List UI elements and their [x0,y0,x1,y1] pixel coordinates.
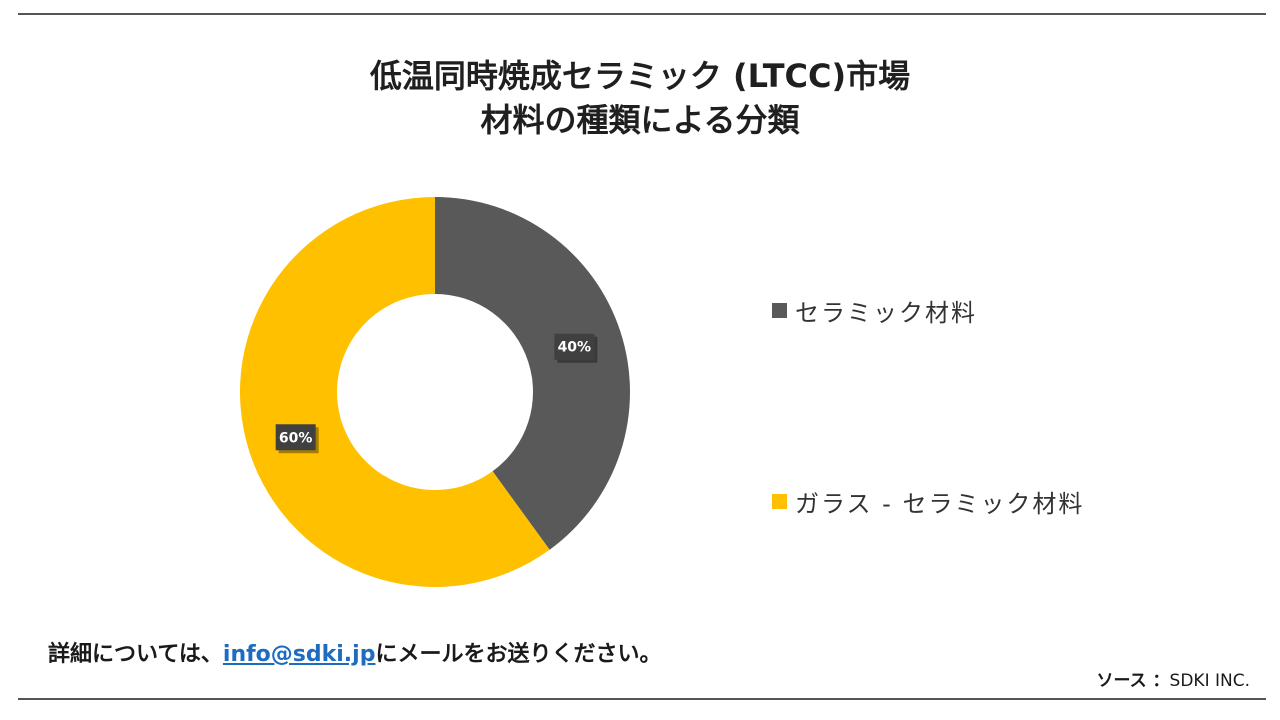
contact-note: 詳細については、info@sdki.jpにメールをお送りください。 [48,636,661,668]
chart-title-line-1: 低温同時焼成セラミック (LTCC)市場 [369,57,911,95]
legend-item-glass-ceramic: ガラス - セラミック材料 [772,484,1084,519]
bottom-rule [18,698,1266,700]
chart-title-line-2: 材料の種類による分類 [480,101,800,139]
source-value: SDKI INC. [1169,671,1250,691]
chart-title: 低温同時焼成セラミック (LTCC)市場 材料の種類による分類 [0,54,1280,142]
data-label-text: 40% [558,340,592,356]
data-label-box [554,333,595,360]
contact-note-suffix: にメールをお送りください。 [375,642,662,667]
data-label-ceramic: 40% [554,333,598,363]
data-label-glass-ceramic: 60% [275,424,319,454]
legend-swatch-glass-ceramic [772,494,787,509]
donut-slice-ceramic [435,197,631,550]
source-label: ソース ： [1096,671,1170,691]
top-rule [18,13,1266,15]
legend-item-ceramic: セラミック材料 [772,293,977,328]
legend-swatch-ceramic [772,303,787,318]
contact-email-link[interactable]: info@sdki.jp [222,642,376,667]
legend-label-ceramic: セラミック材料 [795,299,977,327]
source-credit: ソース ：SDKI INC. [1096,666,1250,691]
legend-label-glass-ceramic: ガラス - セラミック材料 [795,490,1085,518]
donut-slice-glass-ceramic [240,197,550,587]
data-label-text: 60% [279,430,313,446]
data-label-box [275,424,316,451]
contact-note-prefix: 詳細については、 [48,642,223,667]
